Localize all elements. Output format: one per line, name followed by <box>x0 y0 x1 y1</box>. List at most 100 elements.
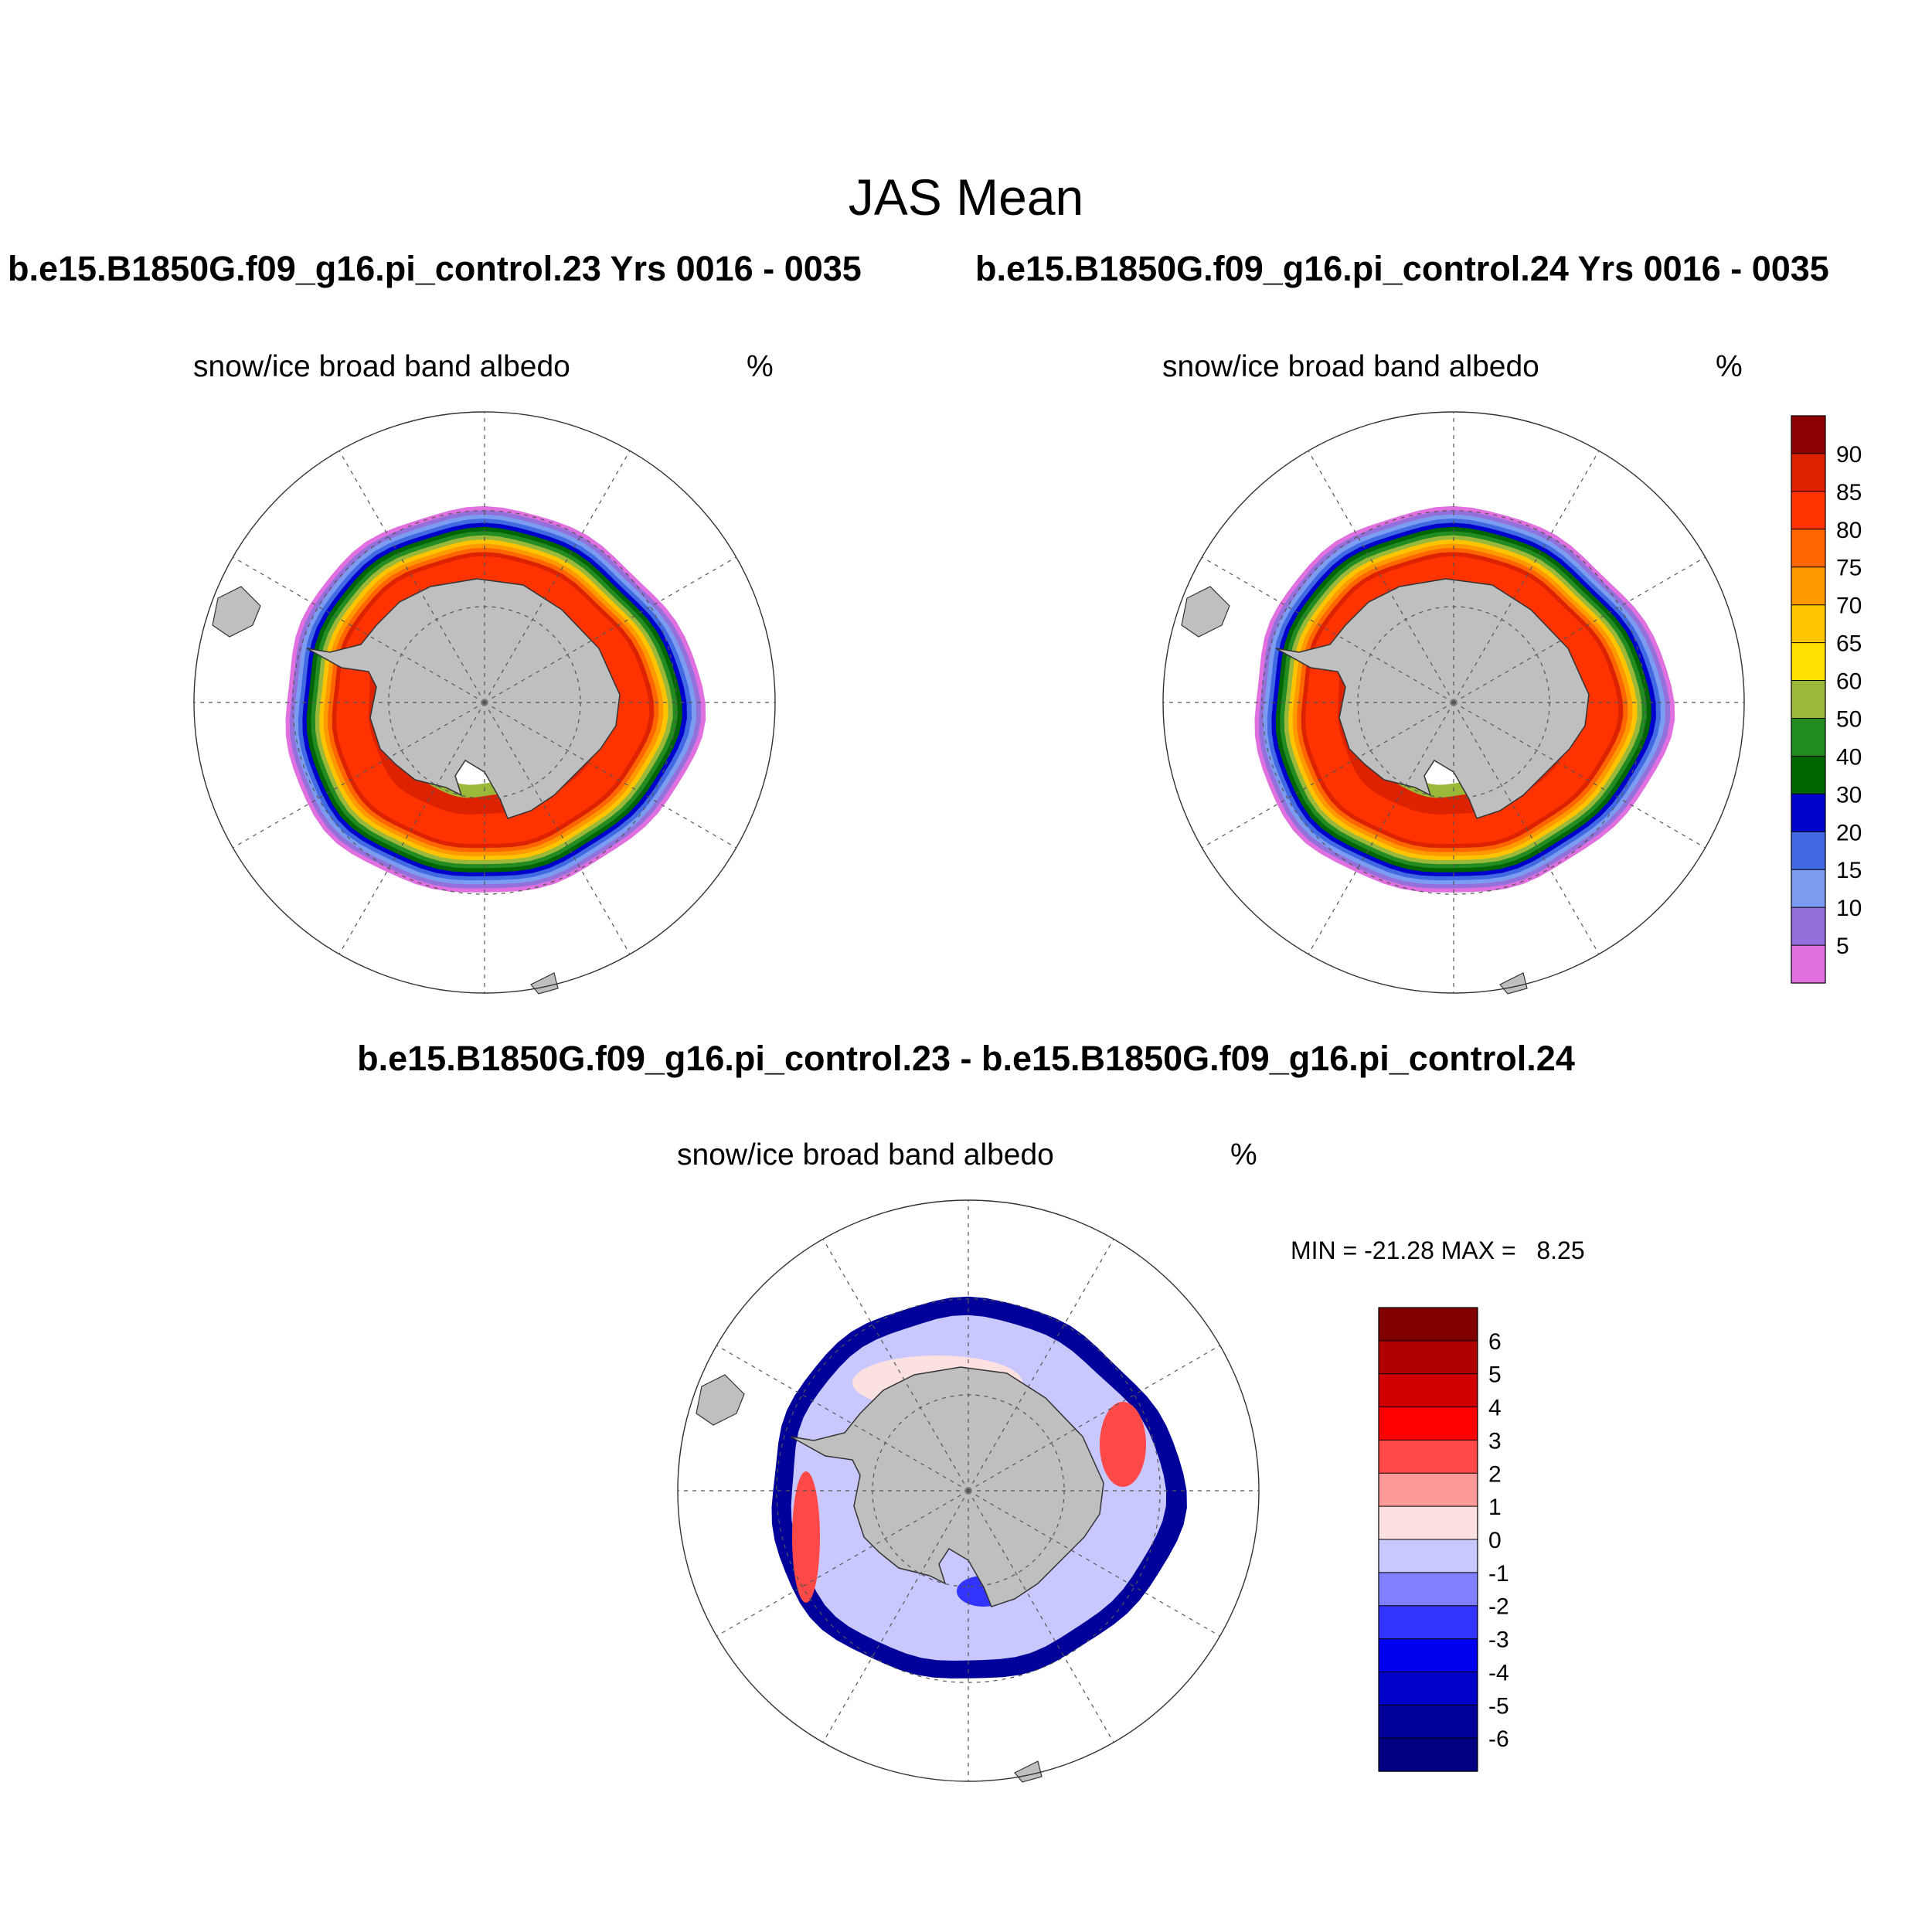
colorbar-tick-label: -4 <box>1488 1660 1509 1685</box>
meridian-line <box>1202 556 1454 703</box>
colorbar-box <box>1379 1373 1478 1408</box>
colorbar-tick-label: 1 <box>1488 1495 1502 1520</box>
meridian-line <box>716 1345 969 1492</box>
colorbar-box <box>1379 1506 1478 1540</box>
difference-colorbar: -6 -5 -4 -3 -2 -1 0 1 2 3 4 5 6 <box>1378 1307 1509 1772</box>
graticule <box>677 1199 1260 1782</box>
colorbar-tick-label: -3 <box>1488 1628 1509 1653</box>
meridian-line <box>968 1490 1220 1637</box>
colorbar-tick-label: 90 <box>1836 442 1862 468</box>
latitude-circle <box>1261 510 1646 895</box>
colorbar-box <box>1791 680 1825 719</box>
colorbar-box <box>1791 529 1825 568</box>
colorbar-box <box>1791 491 1825 530</box>
meridian-line <box>968 1345 1220 1492</box>
difference-title: b.e15.B1850G.f09_g16.pi_control.23 - b.e… <box>357 1039 1575 1078</box>
new-zealand-tip <box>1499 972 1528 995</box>
meridian-line <box>1453 702 1600 954</box>
meridian-line <box>1202 702 1454 849</box>
colorbar-tick-label: 70 <box>1836 594 1862 619</box>
min-max-label: MIN = -21.28 MAX = 8.25 <box>1291 1236 1585 1264</box>
meridian-line <box>822 1239 969 1492</box>
south-america-tip <box>696 1374 745 1426</box>
albedo-colorbar: 5 10 15 20 30 40 50 60 65 70 75 80 85 90 <box>1791 415 1862 984</box>
meridian-line <box>1308 451 1454 703</box>
colorbar-box <box>1791 832 1825 870</box>
panel2-units: % <box>1716 350 1743 383</box>
albedo-difference-map <box>677 1199 1260 1783</box>
albedo-map-case-24 <box>1162 411 1745 995</box>
colorbar-tick-label: 85 <box>1836 480 1862 505</box>
south-america-tip <box>212 586 261 638</box>
colorbar-tick-label: -5 <box>1488 1693 1509 1719</box>
meridian-line <box>968 1490 1114 1743</box>
colorbar-box <box>1791 416 1825 454</box>
colorbar-box <box>1379 1473 1478 1507</box>
panel1-units: % <box>747 350 774 383</box>
meridian-line <box>338 702 485 954</box>
colorbar-tick-label: 15 <box>1836 858 1862 883</box>
colorbar-box <box>1379 1406 1478 1441</box>
colorbar-tick-label: -1 <box>1488 1561 1509 1587</box>
south-america-tip <box>1181 586 1230 638</box>
colorbar-tick-label: -6 <box>1488 1726 1509 1752</box>
colorbar-box <box>1379 1672 1478 1706</box>
panel1-variable: snow/ice broad band albedo <box>193 350 570 383</box>
meridian-line <box>1308 702 1454 954</box>
colorbar-tick-label: 20 <box>1836 820 1862 845</box>
case-title-right: b.e15.B1850G.f09_g16.pi_control.24 Yrs 0… <box>975 249 1829 288</box>
panel2-variable: snow/ice broad band albedo <box>1162 350 1539 383</box>
colorbar-box <box>1791 718 1825 757</box>
colorbar-box <box>1791 566 1825 606</box>
meridian-line <box>1453 451 1600 703</box>
colorbar-tick-label: 75 <box>1836 556 1862 581</box>
colorbar-tick-label: 5 <box>1836 934 1849 959</box>
new-zealand-tip <box>530 972 559 995</box>
albedo-map-case-23 <box>193 411 776 995</box>
land <box>212 578 621 995</box>
colorbar-box <box>1379 1539 1478 1573</box>
meridian-line <box>822 1490 969 1743</box>
colorbar-tick-label: 4 <box>1488 1396 1502 1421</box>
new-zealand-tip <box>1014 1760 1043 1783</box>
colorbar-box <box>1379 1440 1478 1474</box>
colorbar-tick-label: 3 <box>1488 1428 1502 1454</box>
colorbar-box <box>1379 1605 1478 1640</box>
colorbar-box <box>1791 453 1825 492</box>
colorbar-tick-label: 65 <box>1836 631 1862 657</box>
colorbar-box <box>1791 794 1825 832</box>
colorbar-tick-label: 80 <box>1836 518 1862 543</box>
land <box>696 1366 1104 1783</box>
diff-positive-patch <box>1100 1402 1146 1487</box>
colorbar-tick-label: 30 <box>1836 782 1862 808</box>
colorbar-tick-label: 60 <box>1836 669 1862 695</box>
colorbar-box <box>1791 869 1825 908</box>
colorbar-box <box>1791 642 1825 682</box>
case-title-left: b.e15.B1850G.f09_g16.pi_control.23 Yrs 0… <box>8 249 862 288</box>
colorbar-box <box>1379 1340 1478 1375</box>
latitude-circle <box>776 1298 1161 1683</box>
colorbar-box <box>1379 1738 1478 1772</box>
meridian-line <box>968 1239 1114 1492</box>
meridian-line <box>484 702 631 954</box>
graticule <box>1162 411 1745 994</box>
colorbar-box <box>1791 945 1825 984</box>
colorbar-tick-label: 2 <box>1488 1461 1502 1487</box>
map-boundary-circle <box>193 411 776 994</box>
colorbar-tick-label: 50 <box>1836 707 1862 733</box>
colorbar-tick-label: 0 <box>1488 1528 1502 1553</box>
colorbar-box <box>1379 1572 1478 1607</box>
colorbar-box <box>1791 756 1825 794</box>
colorbar-tick-label: 10 <box>1836 896 1862 921</box>
diff-positive-patch <box>792 1471 820 1603</box>
panel3-units: % <box>1230 1138 1257 1172</box>
graticule <box>193 411 776 994</box>
colorbar-box <box>1379 1308 1478 1342</box>
panel3-variable: snow/ice broad band albedo <box>677 1138 1054 1172</box>
land <box>1181 578 1590 995</box>
figure-title: JAS Mean <box>848 168 1084 226</box>
colorbar-box <box>1379 1638 1478 1673</box>
antarctica <box>306 578 621 819</box>
meridian-line <box>233 702 485 849</box>
antarctica <box>1275 578 1590 819</box>
